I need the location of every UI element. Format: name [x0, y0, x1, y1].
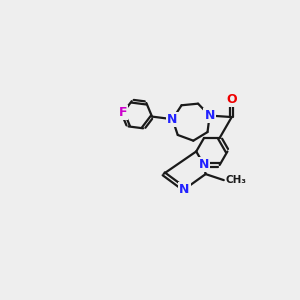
Text: N: N [167, 113, 178, 126]
Text: N: N [179, 183, 190, 196]
Text: CH₃: CH₃ [225, 175, 246, 185]
Text: N: N [204, 109, 215, 122]
Text: N: N [199, 158, 209, 172]
Text: O: O [226, 93, 237, 106]
Text: F: F [118, 106, 127, 119]
Text: N: N [199, 158, 209, 172]
